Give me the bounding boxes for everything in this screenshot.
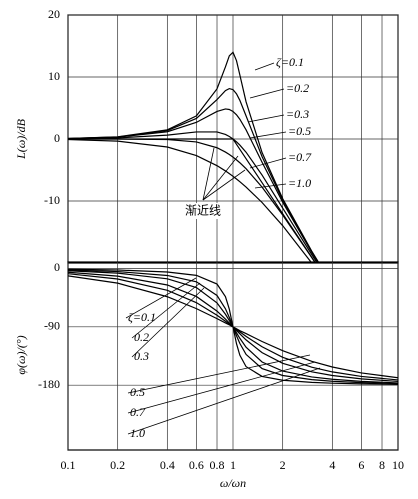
annotation: 渐近线 bbox=[185, 204, 221, 218]
label-leader bbox=[127, 354, 311, 394]
annotation-arrow bbox=[202, 155, 239, 201]
series-label: =0.3 bbox=[286, 107, 309, 121]
plot-area: 0 -90 -180 0.1 0.2 0.4 0.6 0.8 1 2 4 6 8 10 ζ=0.1 0.2 0.… bbox=[38, 260, 404, 472]
label-leader bbox=[249, 88, 285, 99]
label-leader bbox=[254, 183, 287, 189]
series-label: 0.5 bbox=[130, 385, 145, 399]
annotation-arrow bbox=[202, 169, 246, 201]
annotation-bg bbox=[178, 203, 228, 219]
line-series bbox=[68, 108, 320, 263]
series-label: =0.7 bbox=[288, 150, 312, 164]
label-leader bbox=[131, 287, 205, 358]
label-leader bbox=[127, 367, 321, 435]
annotation-arrow bbox=[202, 147, 215, 201]
plot-area: -10 0 10 20 ζ=0.1 =0.2 =0.3 =0.5 =0.7 =1.0 bbox=[44, 7, 399, 264]
label-leader bbox=[254, 62, 275, 71]
series-label: 0.3 bbox=[134, 349, 149, 363]
line-series bbox=[68, 138, 317, 263]
label-leader bbox=[125, 277, 197, 319]
y-axis-label: L(ω)/dB bbox=[14, 118, 28, 159]
line-series bbox=[68, 268, 398, 386]
y-axis-label: φ(ω)/(°) bbox=[14, 335, 28, 374]
x-tick-label: 8 bbox=[379, 458, 385, 472]
line-series bbox=[68, 138, 313, 263]
curves bbox=[68, 51, 320, 263]
label-leader bbox=[127, 361, 316, 414]
x-tick-label: 0.1 bbox=[61, 458, 76, 472]
series-label: =0.2 bbox=[286, 81, 309, 95]
y-tick-label: -90 bbox=[44, 319, 60, 333]
label-leader bbox=[249, 157, 287, 169]
x-tick-label: 6 bbox=[358, 458, 364, 472]
line-series bbox=[68, 138, 317, 263]
series-label: 0.7 bbox=[130, 405, 146, 419]
x-tick-label: 0.2 bbox=[110, 458, 125, 472]
x-tick-label: 10 bbox=[392, 458, 404, 472]
x-tick-label: 2 bbox=[280, 458, 286, 472]
series-label: ζ=0.1 bbox=[276, 55, 304, 69]
x-tick-label: 4 bbox=[329, 458, 335, 472]
y-tick-label: 0 bbox=[54, 260, 60, 274]
y-tick-label: -180 bbox=[38, 377, 60, 391]
x-tick-label: 0.8 bbox=[210, 458, 225, 472]
label-leader bbox=[249, 131, 287, 139]
plot-layer: -10 0 10 20 ζ=0.1 =0.2 =0.3 =0.5 =0.7 =1.0 0 -90 -18… bbox=[38, 7, 404, 472]
series-label: 1.0 bbox=[130, 426, 145, 440]
label-leader bbox=[247, 114, 285, 123]
x-tick-label: 0.4 bbox=[160, 458, 175, 472]
series-label: =0.5 bbox=[288, 124, 311, 138]
series-label: ζ=0.1 bbox=[128, 310, 156, 324]
x-axis-label: ω/ωn bbox=[220, 476, 246, 490]
series-label: =1.0 bbox=[288, 176, 311, 190]
y-tick-label: -10 bbox=[44, 193, 60, 207]
line-series bbox=[68, 131, 318, 263]
label-leader bbox=[131, 282, 201, 339]
line-series bbox=[68, 269, 398, 385]
series-label: 0.2 bbox=[134, 330, 149, 344]
y-tick-label: 10 bbox=[48, 69, 60, 83]
y-tick-label: 20 bbox=[48, 7, 60, 21]
line-series bbox=[68, 270, 398, 384]
y-tick-label: 0 bbox=[54, 131, 60, 145]
line-series bbox=[68, 271, 398, 383]
x-tick-label: 0.6 bbox=[189, 458, 204, 472]
x-tick-label: 1 bbox=[230, 458, 236, 472]
